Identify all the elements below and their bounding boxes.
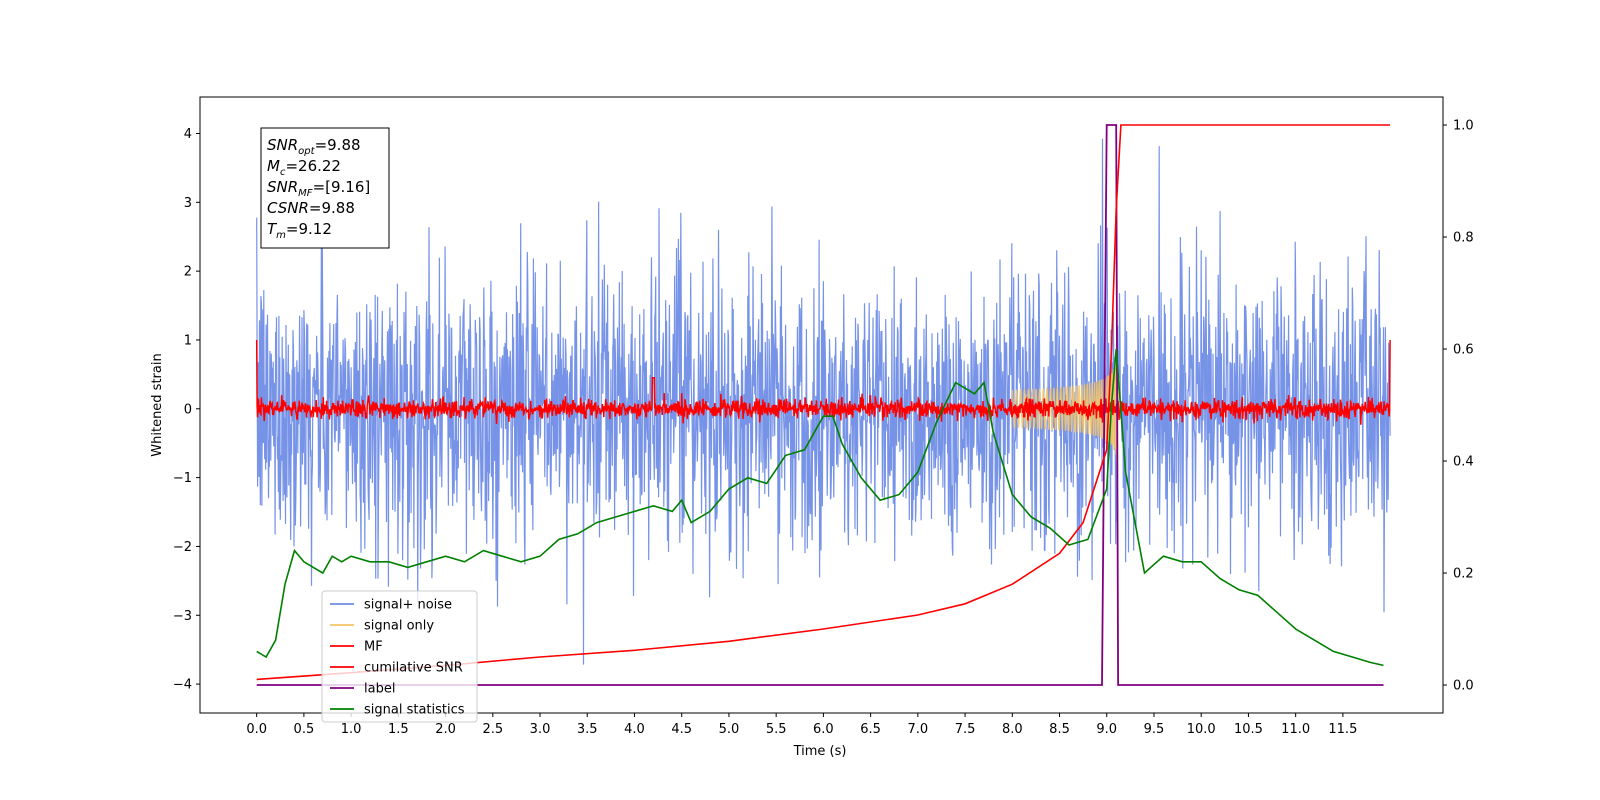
x-tick-label: 11.0 (1281, 722, 1310, 737)
y-right-tick-label: 0.4 (1453, 455, 1474, 470)
y-left-tick-label: −1 (173, 471, 192, 486)
y-right-tick-label: 0.8 (1453, 231, 1474, 246)
y-axis-left: 4 3 2 1 0 −1 −2 −3 −4 (173, 127, 200, 693)
y-right-tick-label: 0.6 (1453, 343, 1474, 358)
x-tick-label: 3.0 (530, 722, 551, 737)
legend-label: signal statistics (364, 703, 465, 718)
x-tick-label: 9.0 (1096, 722, 1117, 737)
y-axis-label: Whitened strain (150, 353, 165, 456)
annotation-line: SNRopt=9.88 (267, 136, 361, 157)
series-signal-statistics (256, 348, 1384, 667)
y-axis-right: 1.0 0.8 0.6 0.4 0.2 0.0 (1443, 119, 1474, 694)
series-label (256, 124, 1384, 686)
x-tick-label: 2.0 (435, 722, 456, 737)
series-cumulative-snr (256, 124, 1391, 681)
series-layer (255, 124, 1391, 686)
legend-label: label (364, 682, 395, 697)
x-tick-label: 0.0 (246, 722, 267, 737)
x-tick-label: 4.0 (624, 722, 645, 737)
y-left-tick-label: 3 (184, 196, 192, 211)
plot-area (199, 96, 1444, 714)
x-tick-label: 3.5 (577, 722, 598, 737)
x-tick-label: 7.5 (955, 722, 976, 737)
y-left-tick-label: 1 (184, 333, 192, 348)
x-axis: 0.0 0.5 1.0 1.5 2.0 2.5 3.0 3.5 4.0 4.5 5.0 5.5 6.0 6… (246, 713, 1357, 737)
x-axis-label: Time (s) (793, 744, 847, 759)
x-tick-label: 6.5 (860, 722, 881, 737)
y-left-tick-label: −4 (173, 678, 192, 693)
series-signal-noise (256, 138, 1391, 665)
y-left-tick-label: 4 (184, 127, 192, 142)
series-mf (255, 339, 1391, 425)
annotation-box: SNRopt=9.88Mc=26.22SNRMF=[9.16]CSNR=9.88… (260, 127, 390, 249)
x-tick-label: 1.0 (341, 722, 362, 737)
y-left-tick-label: −2 (173, 540, 192, 555)
y-right-tick-label: 0.0 (1453, 679, 1474, 694)
x-tick-label: 0.5 (294, 722, 315, 737)
legend-label: MF (364, 640, 383, 655)
legend: signal+ noise signal only MF cumilative SNR… (321, 590, 478, 723)
x-tick-label: 6.0 (813, 722, 834, 737)
y-left-tick-label: 0 (184, 402, 192, 417)
x-tick-label: 10.0 (1187, 722, 1216, 737)
annotation-line: Mc=26.22 (267, 157, 341, 178)
axes-frame (199, 96, 1444, 714)
legend-label: cumilative SNR (364, 661, 463, 676)
x-tick-label: 10.5 (1234, 722, 1263, 737)
y-left-tick-label: −3 (173, 609, 192, 624)
x-tick-label: 5.0 (719, 722, 740, 737)
x-tick-label: 7.0 (907, 722, 928, 737)
annotation-line: Tm=9.12 (267, 220, 332, 241)
y-right-tick-label: 0.2 (1453, 567, 1474, 582)
x-tick-label: 5.5 (766, 722, 787, 737)
x-tick-label: 4.5 (671, 722, 692, 737)
legend-label: signal only (364, 619, 434, 634)
x-tick-label: 8.0 (1002, 722, 1023, 737)
x-tick-label: 8.5 (1049, 722, 1070, 737)
series-signal-only (1011, 353, 1136, 478)
x-tick-label: 11.5 (1328, 722, 1357, 737)
y-left-tick-label: 2 (184, 265, 192, 280)
legend-label: signal+ noise (364, 598, 452, 613)
x-tick-label: 1.5 (388, 722, 409, 737)
x-tick-label: 9.5 (1144, 722, 1165, 737)
annotation-line: CSNR=9.88 (267, 199, 355, 217)
x-tick-label: 2.5 (482, 722, 503, 737)
y-right-tick-label: 1.0 (1453, 119, 1474, 134)
annotation-line: SNRMF=[9.16] (267, 178, 370, 199)
